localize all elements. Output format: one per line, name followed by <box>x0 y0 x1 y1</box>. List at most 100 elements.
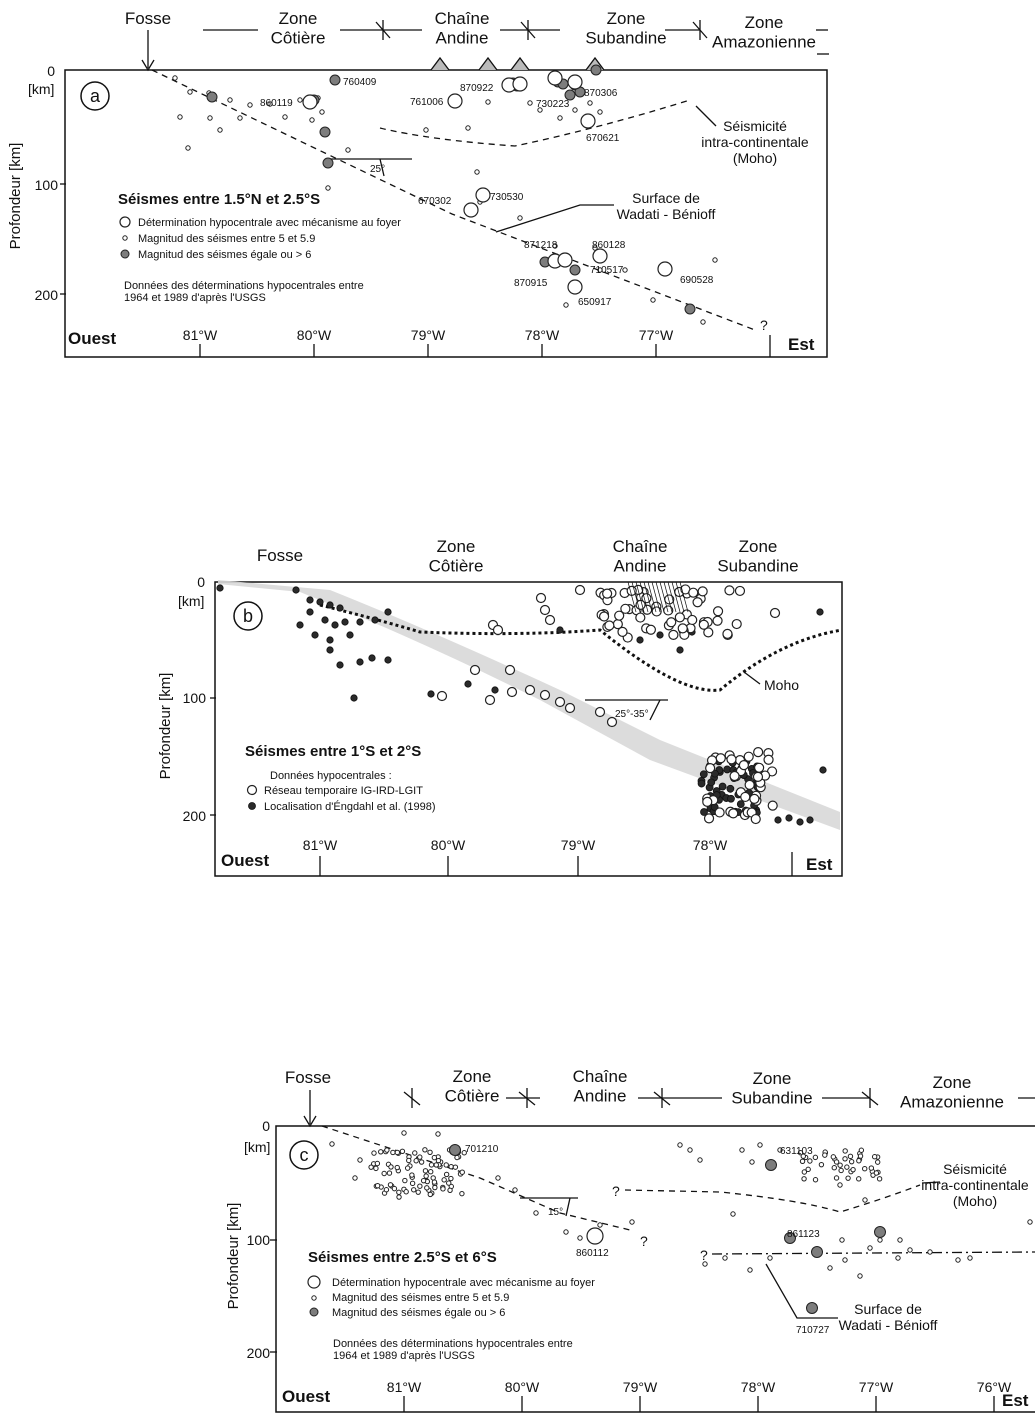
small-event-marker <box>247 102 253 108</box>
small-event-marker <box>465 125 471 131</box>
engdahl-event-marker <box>384 656 392 664</box>
small-event-marker <box>417 1154 423 1160</box>
ig-event-marker <box>626 585 637 596</box>
small-event-marker <box>415 1189 421 1195</box>
event-id-label: 730223 <box>536 99 570 110</box>
engdahl-event-marker <box>306 608 314 616</box>
ig-event-marker <box>743 751 754 762</box>
zone-amazonienne-label: Zone Amazonienne <box>712 13 816 52</box>
small-event-marker <box>443 1162 449 1168</box>
ig-event-marker <box>554 696 566 708</box>
engdahl-event-marker <box>346 631 354 639</box>
legend-focal-icon <box>307 1275 321 1289</box>
focal-mechanism-marker <box>463 202 479 218</box>
small-event-marker <box>512 1187 518 1193</box>
small-event-marker <box>394 1149 401 1156</box>
focal-mechanism-marker <box>567 279 583 295</box>
small-event-marker <box>842 1148 848 1154</box>
zone-fosse-label: Fosse <box>125 9 171 28</box>
engdahl-event-marker <box>326 636 334 644</box>
annotation-arrow <box>743 671 761 685</box>
small-event-marker <box>403 1189 409 1195</box>
focal-mechanism-marker <box>592 248 608 264</box>
ig-event-marker <box>506 686 518 698</box>
ig-event-marker <box>535 592 547 604</box>
small-event-marker <box>461 1150 467 1156</box>
small-event-marker <box>537 107 543 113</box>
small-event-marker <box>207 115 213 121</box>
event-id-label: 861123 <box>787 1229 820 1240</box>
legend-head: Données hypocentrales : <box>270 770 392 782</box>
small-event-marker <box>345 147 351 153</box>
angle-arrow <box>649 699 661 721</box>
large-event-marker <box>322 157 334 169</box>
small-event-marker <box>839 1237 845 1243</box>
small-event-marker <box>845 1175 851 1181</box>
ig-event-marker <box>714 807 725 818</box>
legend-large-icon <box>120 249 130 259</box>
large-event-marker <box>569 264 581 276</box>
small-event-marker <box>448 1163 454 1170</box>
event-id-label: 710517 <box>590 265 624 276</box>
engdahl-event-marker <box>336 661 344 669</box>
x-tick-label: 80°W <box>505 1379 540 1395</box>
small-event-marker <box>533 1210 539 1216</box>
small-event-marker <box>404 1165 411 1171</box>
small-event-marker <box>767 1255 773 1261</box>
small-event-marker <box>572 107 578 113</box>
wadati-benioff-line <box>321 1125 631 1231</box>
focal-mechanism-marker <box>557 252 573 268</box>
small-event-marker <box>390 1149 396 1156</box>
small-event-marker <box>402 1177 408 1184</box>
focal-mechanism-marker <box>547 70 563 86</box>
ig-event-marker <box>602 588 613 599</box>
ig-event-marker <box>728 808 739 819</box>
engdahl-event-marker <box>321 616 329 624</box>
small-event-marker <box>441 1177 447 1183</box>
legend-ig-icon <box>246 784 258 796</box>
panel-c: Fosse Zone Côtière Chaîne Andine Zone Subandin… <box>225 1067 1035 1413</box>
event-id-label: 860128 <box>592 240 626 251</box>
cluster-hatch <box>659 581 669 613</box>
ig-event-marker <box>666 617 677 628</box>
ig-event-marker <box>539 604 551 616</box>
legend-small-text: Magnitud des séismes entre 5 et 5.9 <box>138 233 315 245</box>
small-event-marker <box>895 1255 901 1261</box>
small-event-marker <box>413 1158 419 1164</box>
ig-event-marker <box>692 597 703 608</box>
zone-cotiere-label: Zone Côtière <box>271 9 326 48</box>
fosse-arrowhead <box>303 1115 317 1128</box>
small-event-marker <box>459 1169 465 1175</box>
ig-event-marker <box>697 586 708 597</box>
small-event-marker <box>440 1186 446 1192</box>
small-event-marker <box>801 1176 807 1182</box>
focal-mechanism-marker <box>475 187 491 203</box>
small-event-marker <box>431 1154 438 1161</box>
focal-mechanism-marker <box>447 93 463 109</box>
engdahl-event-marker <box>326 646 334 654</box>
ig-event-marker <box>598 611 610 622</box>
ig-event-marker <box>617 626 628 638</box>
y-tick: 0 <box>47 63 55 79</box>
engdahl-event-marker <box>371 616 379 624</box>
focal-mechanism-marker <box>567 74 583 90</box>
panel-c-frame <box>275 1125 1035 1413</box>
small-event-marker <box>517 215 523 221</box>
small-event-marker <box>812 1154 819 1161</box>
wadati-benioff-label: Surface de Wadati - Bénioff <box>617 190 716 222</box>
small-event-marker <box>739 1147 745 1153</box>
small-event-marker <box>378 1149 384 1155</box>
small-event-marker <box>187 89 193 95</box>
engdahl-event-marker <box>368 654 376 662</box>
large-event-marker <box>684 303 696 315</box>
small-event-marker <box>848 1158 855 1165</box>
moho-line <box>319 603 843 692</box>
small-event-marker <box>352 1175 358 1181</box>
event-id-label: 760409 <box>343 77 377 88</box>
small-event-marker <box>856 1158 862 1164</box>
small-event-marker <box>527 100 533 106</box>
small-event-marker <box>850 1166 856 1173</box>
ig-event-marker <box>677 623 688 634</box>
small-event-marker <box>597 267 603 273</box>
